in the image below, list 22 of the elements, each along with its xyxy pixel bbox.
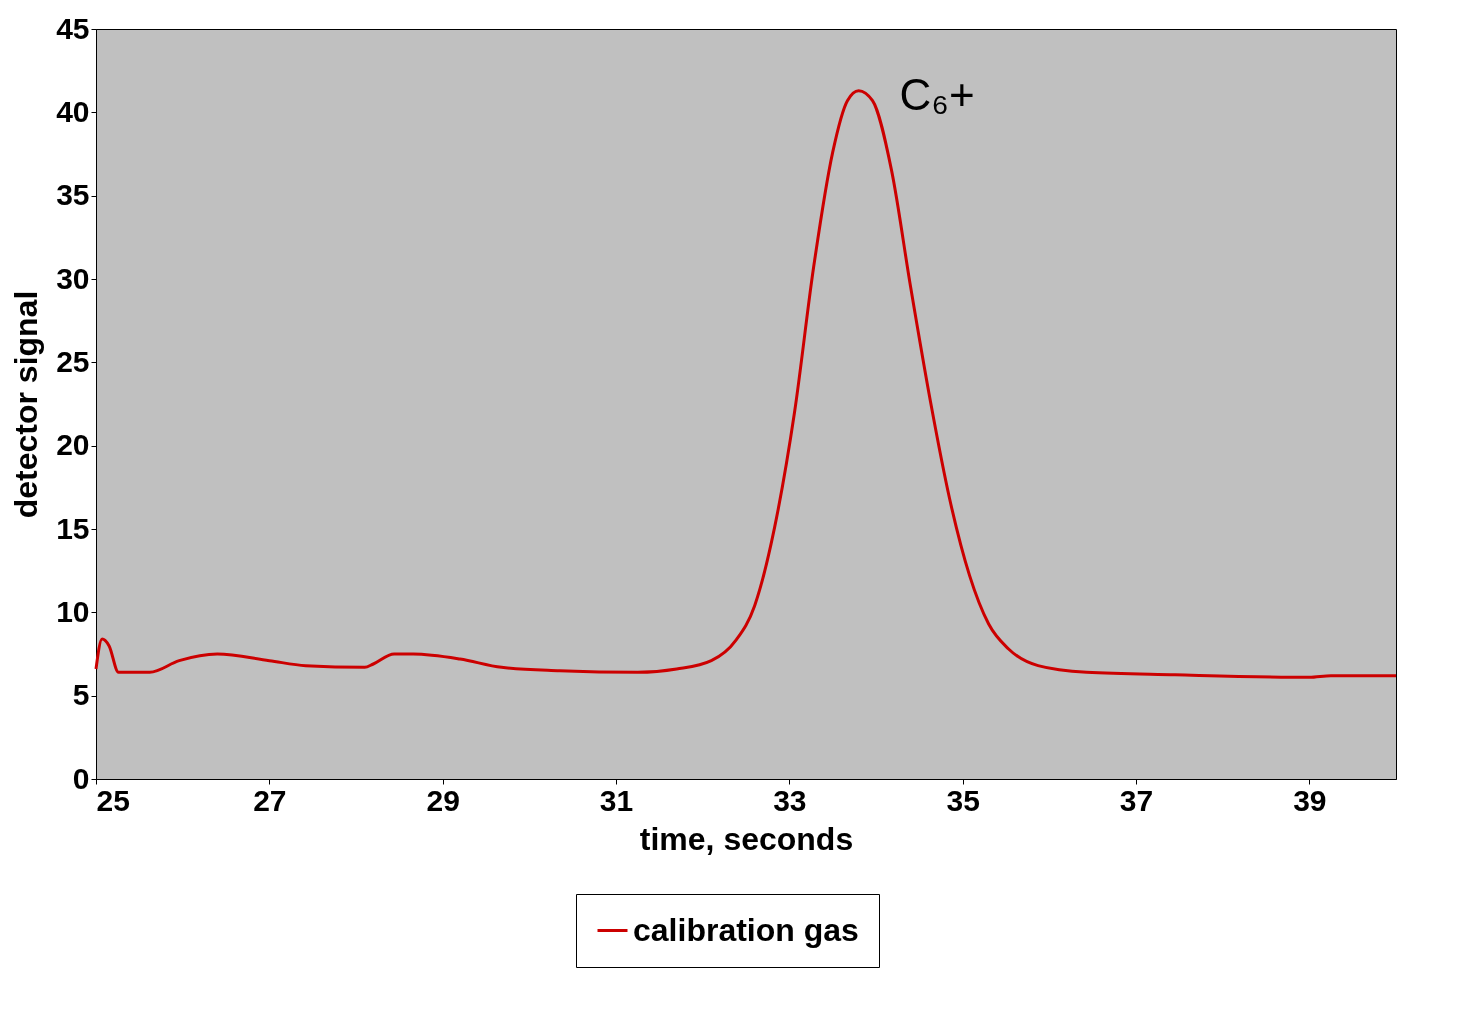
x-tick-label: 39	[1293, 783, 1327, 817]
y-tick-label: 25	[56, 344, 90, 378]
x-tick-label: 35	[946, 783, 980, 817]
x-tick-label: 27	[253, 783, 287, 817]
x-tick-label: 37	[1119, 783, 1154, 817]
y-tick-label: 0	[72, 761, 90, 795]
y-tick-label: 30	[56, 261, 90, 295]
x-tick-label: 33	[773, 783, 807, 817]
y-tick-label: 20	[56, 428, 90, 462]
y-tick-label: 5	[72, 678, 90, 712]
x-tick-label: 31	[599, 783, 634, 817]
x-tick-label: 29	[426, 783, 460, 817]
annotation: C₆+	[899, 69, 975, 119]
y-tick-label: 40	[56, 94, 90, 128]
y-tick-label: 10	[56, 594, 90, 628]
y-tick-label: 45	[56, 11, 90, 45]
y-tick-label: 35	[56, 178, 90, 212]
y-axis-title: detector signal	[8, 290, 45, 519]
y-tick-label: 15	[56, 511, 90, 545]
legend-label: calibration gas	[633, 911, 859, 948]
x-axis-title: time, seconds	[639, 820, 854, 857]
x-tick-label: 25	[96, 783, 130, 817]
